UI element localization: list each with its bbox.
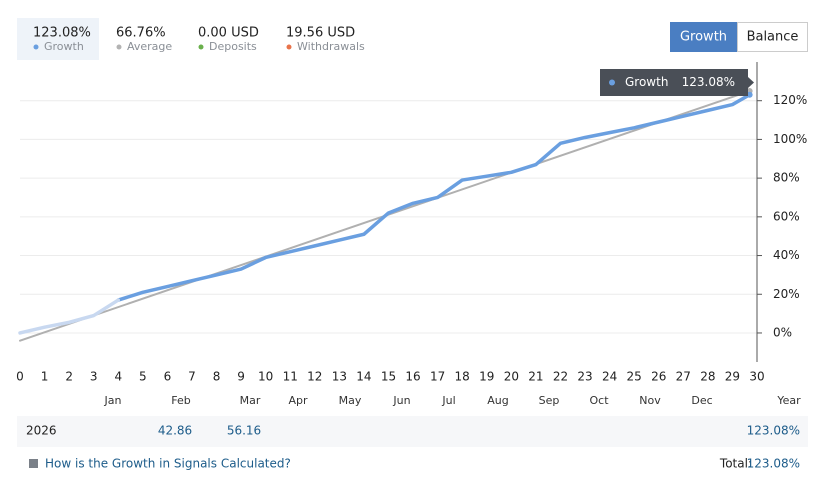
x-tick-label: 14 — [356, 370, 371, 384]
active-stat-bg — [17, 18, 99, 60]
stat-value: 0.00 USD — [198, 26, 259, 41]
month-label: Sep — [539, 394, 560, 407]
tooltip-value: 123.08% — [682, 75, 735, 89]
x-tick-label: 20 — [504, 370, 519, 384]
x-tick-label: 17 — [430, 370, 445, 384]
y-tick-label: 20% — [773, 287, 800, 301]
x-tick-label: 26 — [651, 370, 666, 384]
stat-value: 66.76% — [116, 26, 166, 41]
x-tick-label: 5 — [139, 370, 147, 384]
month-label: Jan — [104, 394, 122, 407]
stat-dot — [286, 44, 292, 50]
x-tick-label: 13 — [332, 370, 347, 384]
month-label: May — [339, 394, 362, 407]
stat-dot — [116, 44, 122, 50]
x-tick-label: 28 — [700, 370, 715, 384]
month-label: Aug — [487, 394, 508, 407]
x-tick-label: 1 — [41, 370, 49, 384]
total-value: 123.08% — [747, 457, 800, 471]
x-tick-label: 10 — [258, 370, 273, 384]
month-label: Year — [776, 394, 801, 407]
year-label: 2026 — [26, 424, 57, 438]
month-label: Jul — [441, 394, 455, 407]
month-label: Feb — [171, 394, 190, 407]
y-tick-label: 100% — [773, 132, 807, 146]
y-tick-label: 60% — [773, 209, 800, 223]
x-tick-label: 8 — [213, 370, 221, 384]
balance-button-label[interactable]: Balance — [747, 30, 799, 45]
y-tick-label: 120% — [773, 93, 807, 107]
x-tick-label: 9 — [237, 370, 245, 384]
stat-value: 123.08% — [33, 26, 91, 41]
series-line — [18, 298, 121, 335]
month-label: Mar — [240, 394, 261, 407]
series-line — [116, 92, 752, 302]
y-tick-label: 80% — [773, 171, 800, 185]
x-tick-label: 16 — [405, 370, 420, 384]
stat-label: Deposits — [209, 40, 257, 53]
help-link[interactable]: How is the Growth in Signals Calculated? — [45, 457, 291, 471]
end-point — [746, 91, 753, 98]
month-value: 56.16 — [227, 424, 261, 438]
tooltip-arrow — [748, 77, 754, 88]
x-tick-label: 18 — [455, 370, 470, 384]
x-tick-label: 12 — [307, 370, 322, 384]
tooltip-bg — [600, 69, 748, 96]
y-tick-label: 40% — [773, 248, 800, 262]
year-total: 123.08% — [747, 424, 800, 438]
x-tick-label: 7 — [188, 370, 196, 384]
balance-button[interactable] — [737, 22, 808, 52]
stat-value: 19.56 USD — [286, 26, 355, 41]
x-tick-label: 15 — [381, 370, 396, 384]
x-tick-label: 30 — [749, 370, 764, 384]
growth-button[interactable] — [670, 22, 737, 52]
x-tick-label: 3 — [90, 370, 98, 384]
x-tick-label: 4 — [114, 370, 122, 384]
tooltip-name: Growth — [625, 75, 668, 89]
month-label: Oct — [589, 394, 609, 407]
x-tick-label: 11 — [283, 370, 298, 384]
year-row-bg — [17, 416, 808, 447]
stat-dot — [198, 44, 204, 50]
x-tick-label: 23 — [577, 370, 592, 384]
stat-label: Average — [127, 40, 172, 53]
calc-icon — [29, 459, 38, 468]
x-tick-label: 25 — [627, 370, 642, 384]
month-label: Jun — [392, 394, 410, 407]
stat-label: Growth — [44, 40, 84, 53]
month-label: Dec — [691, 394, 712, 407]
stat-label: Withdrawals — [297, 40, 365, 53]
x-tick-label: 24 — [602, 370, 617, 384]
x-tick-label: 0 — [16, 370, 24, 384]
total-label: Total: — [719, 457, 752, 471]
x-tick-label: 29 — [725, 370, 740, 384]
growth-button-label[interactable]: Growth — [680, 30, 727, 45]
x-tick-label: 27 — [676, 370, 691, 384]
x-tick-label: 21 — [528, 370, 543, 384]
month-label: Nov — [639, 394, 661, 407]
stat-dot — [33, 44, 39, 50]
y-tick-label: 0% — [773, 325, 792, 339]
x-tick-label: 22 — [553, 370, 568, 384]
x-tick-label: 19 — [479, 370, 494, 384]
tooltip-dot — [609, 79, 615, 86]
x-tick-label: 6 — [164, 370, 172, 384]
x-tick-label: 2 — [65, 370, 73, 384]
month-label: Apr — [288, 394, 308, 407]
month-value: 42.86 — [158, 424, 192, 438]
